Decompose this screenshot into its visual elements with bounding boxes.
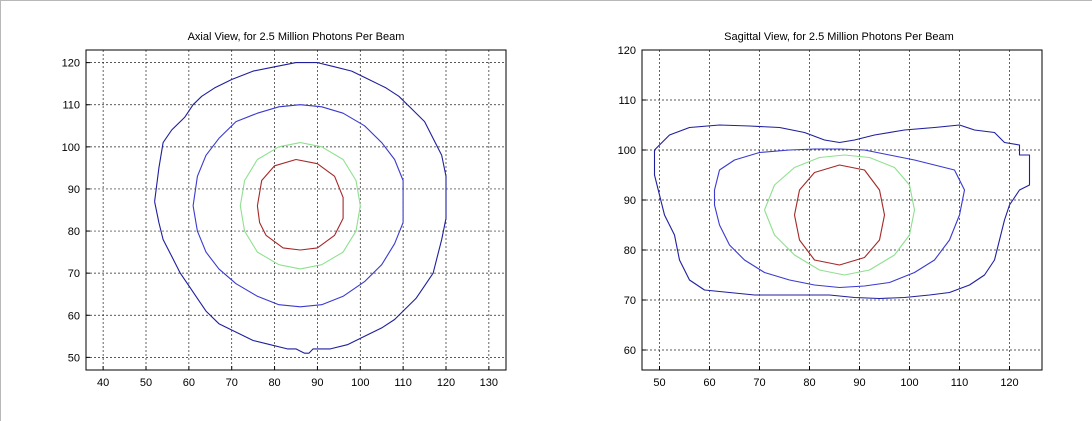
axial-y-tick-label: 70 [68, 268, 80, 280]
axial-plot-title: Axial View, for 2.5 Million Photons Per … [188, 31, 405, 43]
sagittal-contour-red [793, 164, 886, 266]
sagittal-y-tick-label: 70 [624, 295, 636, 307]
sagittal-axes-box [641, 49, 1043, 371]
axial-x-ticks: 40 50 60 70 80 90 100 110 120 130 [97, 366, 498, 389]
axial-grid [86, 50, 506, 370]
axial-axes-box [85, 49, 507, 371]
axial-contours [154, 62, 447, 354]
axial-x-tick-label: 40 [97, 377, 109, 389]
axial-contour-red [256, 158, 344, 251]
figure-frame-top [0, 0, 1092, 1]
axial-y-tick-label: 80 [68, 226, 80, 238]
axial-y-tick-label: 50 [68, 352, 80, 364]
sagittal-x-tick-label: 120 [1000, 377, 1018, 389]
axial-contour-green [239, 142, 361, 270]
axial-x-tick-label: 90 [311, 377, 323, 389]
axial-view-plot: Axial View, for 2.5 Million Photons Per … [62, 31, 507, 389]
axial-x-tick-label: 60 [183, 377, 195, 389]
axial-contour-outer-blue [154, 62, 447, 354]
sagittal-y-tick-label: 100 [618, 145, 636, 157]
axial-x-tick-label: 80 [268, 377, 280, 389]
axial-y-tick-label: 120 [62, 58, 80, 70]
sagittal-y-tick-label: 120 [618, 45, 636, 57]
axial-y-ticks: 50 60 70 80 90 100 110 120 [62, 58, 90, 364]
sagittal-x-tick-label: 70 [753, 377, 765, 389]
axial-x-tick-label: 70 [226, 377, 238, 389]
axial-x-tick-label: 120 [437, 377, 455, 389]
sagittal-x-tick-label: 100 [900, 377, 918, 389]
axial-y-tick-label: 110 [62, 100, 80, 112]
sagittal-contour-inner-blue [713, 148, 966, 289]
sagittal-contour-outer-blue [653, 124, 1031, 300]
axial-x-tick-label: 100 [351, 377, 369, 389]
sagittal-x-tick-label: 80 [803, 377, 815, 389]
sagittal-y-tick-label: 80 [624, 245, 636, 257]
axial-y-tick-label: 90 [68, 184, 80, 196]
sagittal-contours [653, 124, 1031, 300]
sagittal-contour-green [763, 154, 916, 276]
axial-y-tick-label: 60 [68, 310, 80, 322]
sagittal-plot-title: Sagittal View, for 2.5 Million Photons P… [724, 31, 954, 43]
sagittal-y-tick-label: 110 [618, 95, 636, 107]
sagittal-y-tick-label: 90 [624, 195, 636, 207]
sagittal-view-plot: Sagittal View, for 2.5 Million Photons P… [618, 31, 1043, 389]
sagittal-x-ticks: 50 60 70 80 90 100 110 120 [653, 366, 1019, 389]
sagittal-x-tick-label: 110 [951, 377, 969, 389]
sagittal-grid [642, 49, 1042, 370]
sagittal-x-tick-label: 50 [653, 377, 665, 389]
axial-x-tick-label: 110 [394, 377, 412, 389]
axial-x-tick-label: 50 [140, 377, 152, 389]
sagittal-y-ticks: 60 70 80 90 100 110 120 [618, 45, 646, 357]
axial-contour-inner-blue [192, 104, 404, 308]
axial-y-tick-label: 100 [62, 142, 80, 154]
axial-x-tick-label: 130 [480, 377, 498, 389]
figure-frame-left [0, 0, 1, 421]
sagittal-y-tick-label: 60 [624, 345, 636, 357]
sagittal-x-tick-label: 60 [703, 377, 715, 389]
sagittal-x-tick-label: 90 [853, 377, 865, 389]
